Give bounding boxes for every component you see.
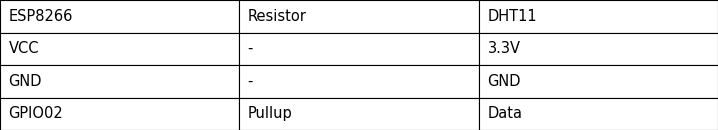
- Text: VCC: VCC: [9, 41, 39, 56]
- Text: -: -: [248, 41, 253, 56]
- Text: GND: GND: [9, 74, 42, 89]
- Text: GND: GND: [488, 74, 521, 89]
- Text: Data: Data: [488, 106, 523, 121]
- Bar: [239, 65, 479, 98]
- Bar: [239, 98, 479, 130]
- Text: Pullup: Pullup: [248, 106, 292, 121]
- Text: DHT11: DHT11: [488, 9, 537, 24]
- Text: ESP8266: ESP8266: [9, 9, 73, 24]
- Bar: [239, 32, 479, 65]
- Bar: [0, 0, 239, 32]
- Bar: [479, 98, 718, 130]
- Bar: [0, 98, 239, 130]
- Bar: [479, 32, 718, 65]
- Text: -: -: [248, 74, 253, 89]
- Bar: [0, 32, 239, 65]
- Bar: [0, 65, 239, 98]
- Bar: [479, 65, 718, 98]
- Bar: [479, 0, 718, 32]
- Bar: [239, 0, 479, 32]
- Text: 3.3V: 3.3V: [488, 41, 521, 56]
- Text: GPIO02: GPIO02: [9, 106, 63, 121]
- Text: Resistor: Resistor: [248, 9, 307, 24]
